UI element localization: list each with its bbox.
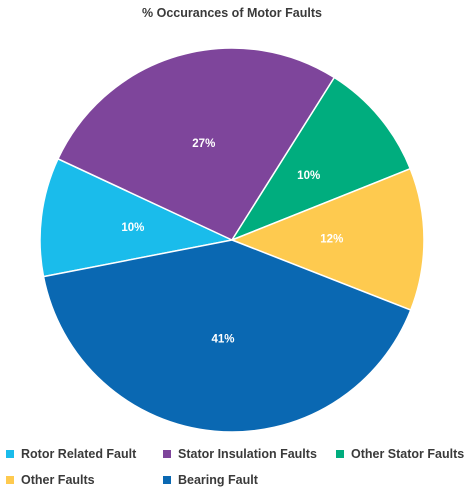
slice-data-label: 10% [121,222,144,234]
legend-label: Stator Insulation Faults [178,447,317,461]
slice-data-label: 41% [211,333,234,345]
pie-slice-bearing-fault[interactable] [42,239,412,433]
slice-data-label: 27% [192,138,215,150]
legend-label: Rotor Related Fault [21,447,137,461]
legend-swatch [336,450,344,458]
legend-item-rotor-related-fault[interactable]: Rotor Related Fault [6,447,136,461]
pie-slice-other-stator-faults[interactable] [230,76,412,242]
legend-item-stator-insulation-faults[interactable]: Stator Insulation Faults [163,447,317,461]
legend-item-bearing-fault[interactable]: Bearing Fault [163,473,258,487]
slice-data-label: 10% [297,170,320,182]
legend-swatch [6,476,14,484]
pie-slice-other-faults[interactable] [229,167,425,312]
pie-chart: 10% 27% 10% 12% 41% [39,47,425,433]
legend-swatch [6,450,14,458]
legend-label: Other Stator Faults [351,447,464,461]
legend-label: Other Faults [21,473,95,487]
legend-item-other-stator-faults[interactable]: Other Stator Faults [336,447,464,461]
chart-title: % Occurances of Motor Faults [142,6,322,20]
pie-slice-stator-insulation-faults[interactable] [56,47,336,241]
legend-label: Bearing Fault [178,473,258,487]
legend-swatch [163,476,171,484]
pie-slice-rotor-related-fault[interactable] [39,157,235,278]
slice-data-label: 12% [320,234,343,246]
legend-item-other-faults[interactable]: Other Faults [6,473,95,487]
legend-swatch [163,450,171,458]
